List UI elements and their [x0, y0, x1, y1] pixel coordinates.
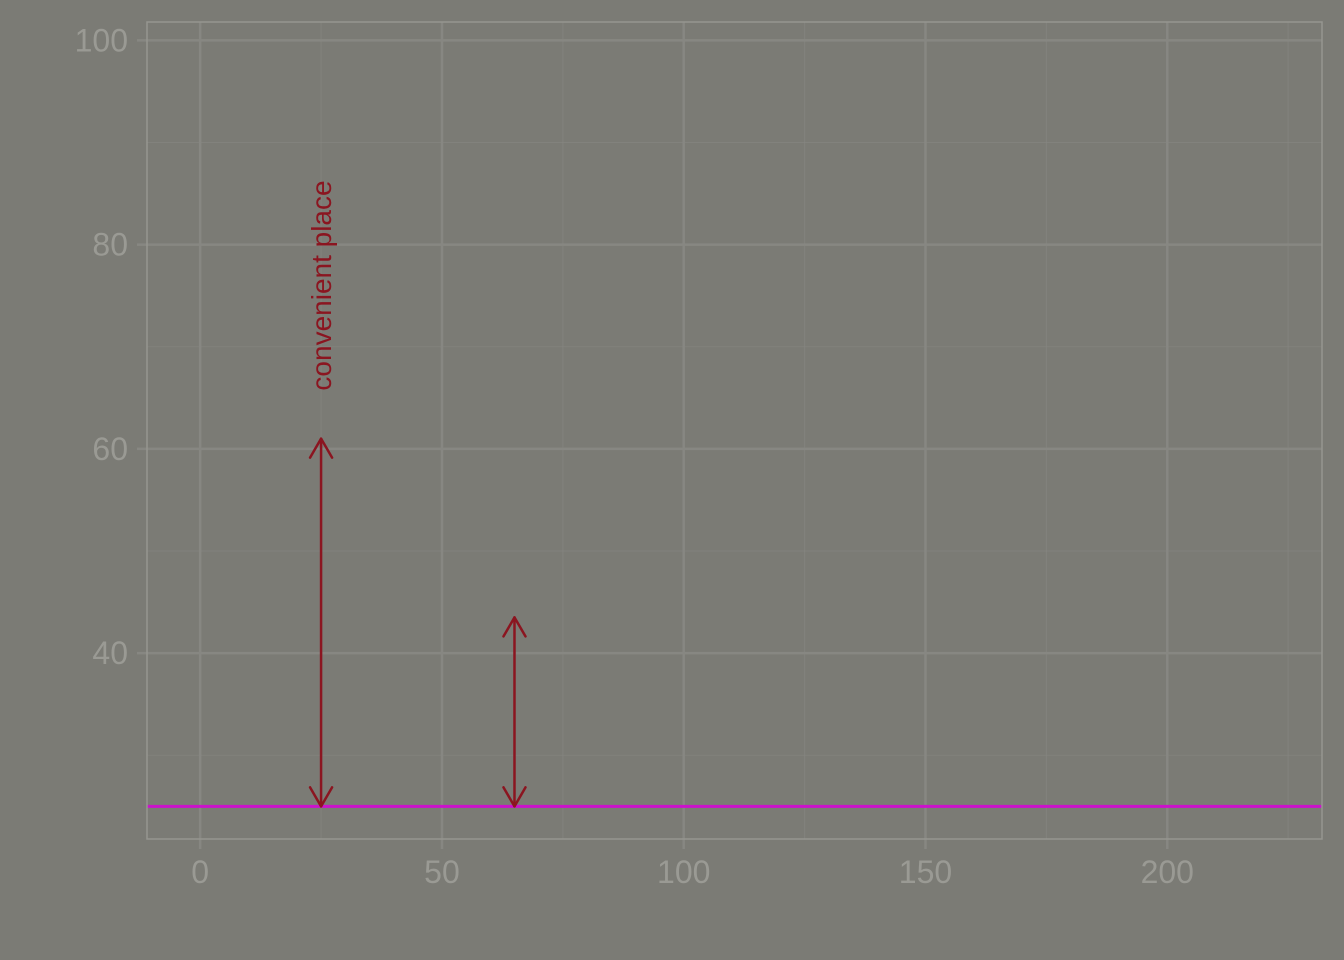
grid-minor [147, 22, 1322, 839]
y-tick-label: 60 [92, 431, 128, 467]
y-tick-label: 80 [92, 227, 128, 263]
x-tick-label: 50 [424, 854, 460, 890]
x-tick-label: 100 [657, 854, 710, 890]
x-tick-label: 150 [899, 854, 952, 890]
y-tick-label: 40 [92, 635, 128, 671]
annotation-label: convenient place [306, 180, 337, 390]
double-arrow [502, 616, 527, 808]
double-arrow [308, 437, 334, 808]
arrow-head-top [308, 437, 334, 459]
panel-border [146, 21, 1323, 840]
x-tick-label: 0 [191, 854, 209, 890]
grid-major [147, 22, 1322, 839]
arrow-head-bottom [308, 786, 334, 808]
annotations: convenient place [306, 180, 337, 390]
arrow-head-top [502, 616, 527, 638]
arrow-head-bottom [502, 786, 527, 808]
x-tick-label: 200 [1141, 854, 1194, 890]
series [147, 437, 1322, 808]
y-tick-label: 100 [75, 22, 128, 58]
axis-ticks: 0 50 100 150 200 40 60 80 100 [75, 22, 1194, 890]
